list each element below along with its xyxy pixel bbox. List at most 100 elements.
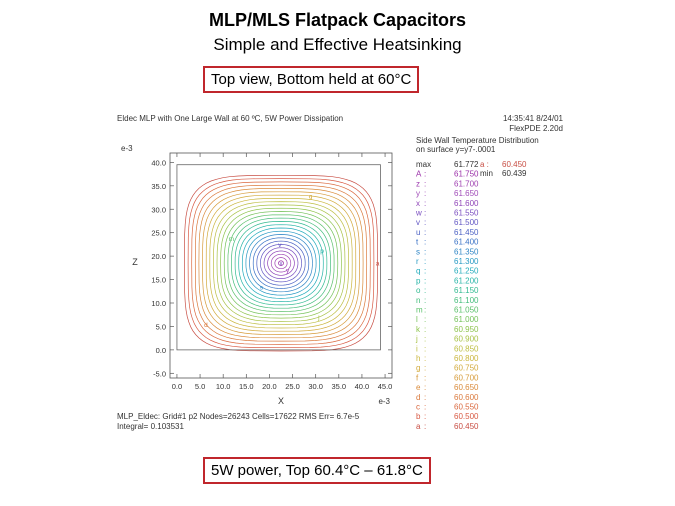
legend-label-w: w [415,209,422,218]
contour-label-a: a [376,261,380,268]
legend-label-u: u [416,228,420,237]
legend-label-i: i [416,344,418,353]
legend-value-p: 61.200 [454,276,479,285]
plot-title: Eldec MLP with One Large Wall at 60 ºC, … [117,114,343,123]
legend-value-o: 61.150 [454,286,479,295]
legend-value-g: 60.750 [454,364,479,373]
contour-line-m [227,214,335,312]
legend-colon: : [424,325,426,334]
legend-label-max: max [416,160,431,169]
legend-value-z: 61.700 [454,179,479,188]
contour-label-y: y [286,267,290,274]
legend-colon: : [424,228,426,237]
legend-label-k: k [416,325,421,334]
x-tick-label: 35.0 [332,382,347,391]
legend-value-k: 60.950 [454,325,479,334]
y-tick-label: 0.0 [156,346,166,355]
contour-line-y [270,253,292,273]
x-tick-label: 10.0 [216,382,231,391]
legend-label-p: p [416,276,421,285]
y-tick-label: 10.0 [151,299,166,308]
legend-colon: : [424,383,426,392]
legend-colon: : [424,306,426,315]
legend-colon: : [424,296,426,305]
legend-label-A: A [416,170,422,179]
x-tick-label: 25.0 [285,382,300,391]
legend-value-v: 61.500 [454,218,479,227]
legend: max 61.772 A: 61.750 z: 61.700 y: 61.650 x: 61.60… [415,160,479,431]
legend-colon: : [424,218,426,227]
legend-value-f: 60.700 [454,373,479,382]
footer-stats: MLP_Eldec: Grid#1 p2 Nodes=26243 Cells=1… [117,412,360,421]
contour-line-q [241,227,321,299]
legend-value-t: 61.400 [454,238,479,247]
contour-line-A [278,260,284,266]
legend-colon: : [424,189,426,198]
legend-value-w: 61.550 [454,209,479,218]
x-tick-label: 20.0 [262,382,277,391]
x-tick-label: 40.0 [355,382,370,391]
legend-colon: : [424,364,426,373]
legend-label-z: z [416,179,420,188]
legend-value-m: 61.050 [454,306,479,315]
y-tick-label: 15.0 [151,276,166,285]
legend-label-m: m [416,306,423,315]
plot-frame [169,152,393,379]
contour-label-p: p [320,248,324,255]
legend-colon: : [424,412,426,421]
contour-line-v [260,244,302,283]
contour-plot: Eldec MLP with One Large Wall at 60 ºC, … [117,114,564,431]
contour-lines [184,174,378,352]
legend-label-q: q [416,267,420,276]
legend-value-b: 60.500 [454,412,479,421]
plot-timestamp: 14:35:41 8/24/01 [503,114,564,123]
y-tick-label: 35.0 [151,182,166,191]
contour-line-l [223,211,339,316]
slide-title: MLP/MLS Flatpack Capacitors [208,10,467,30]
contour-line-s [249,234,313,293]
x-tick-label: 30.0 [308,382,323,391]
legend-value-h: 60.800 [454,354,479,363]
legend-value-e: 60.650 [454,383,479,392]
legend-label-b: b [416,412,421,421]
legend-colon: : [424,335,426,344]
legend-label-j: j [415,335,418,344]
legend-label-f: f [416,373,419,382]
legend-value-c: 60.550 [454,403,479,412]
contour-label-m: m [229,236,234,243]
legend-colon: : [424,354,426,363]
legend-colon: : [424,276,426,285]
legend-value-max: 61.772 [454,160,479,169]
contour-line-f [202,191,360,335]
domain-outline [176,164,381,351]
legend-colon: : [424,422,426,431]
legend-value-a: 60.450 [454,422,479,431]
contour-line-c [191,181,371,345]
y-tick-label: 5.0 [156,322,166,331]
legend-label-a: a [416,422,421,431]
contour-line-z [274,257,288,270]
contour-line-b [187,178,375,349]
y-tick-label: 30.0 [151,205,166,214]
center-marker: x [279,261,283,268]
contour-line-h [209,198,353,329]
contour-line-k [220,207,342,319]
legend-label-e: e [416,383,421,392]
contour-line-o [234,221,328,306]
legend-value-s: 61.350 [454,247,479,256]
legend-value-n: 61.100 [454,296,479,305]
x-tick-label: 45.0 [378,382,393,391]
y-tick-label: 40.0 [151,158,166,167]
contour-label-j: j [317,315,319,322]
legend-a-value: 60.450 [502,160,527,169]
legend-label-t: t [416,238,419,247]
contour-line-a [184,174,378,352]
contour-line-p [238,224,324,302]
legend-colon: : [424,403,426,412]
plot-software: FlexPDE 2.20d [509,124,563,133]
legend-colon: : [424,257,426,266]
x-tick-label: 5.0 [195,382,205,391]
y-axis-label: Z [132,257,138,267]
legend-value-l: 61.000 [454,315,479,324]
legend-value-y: 61.650 [454,189,479,198]
